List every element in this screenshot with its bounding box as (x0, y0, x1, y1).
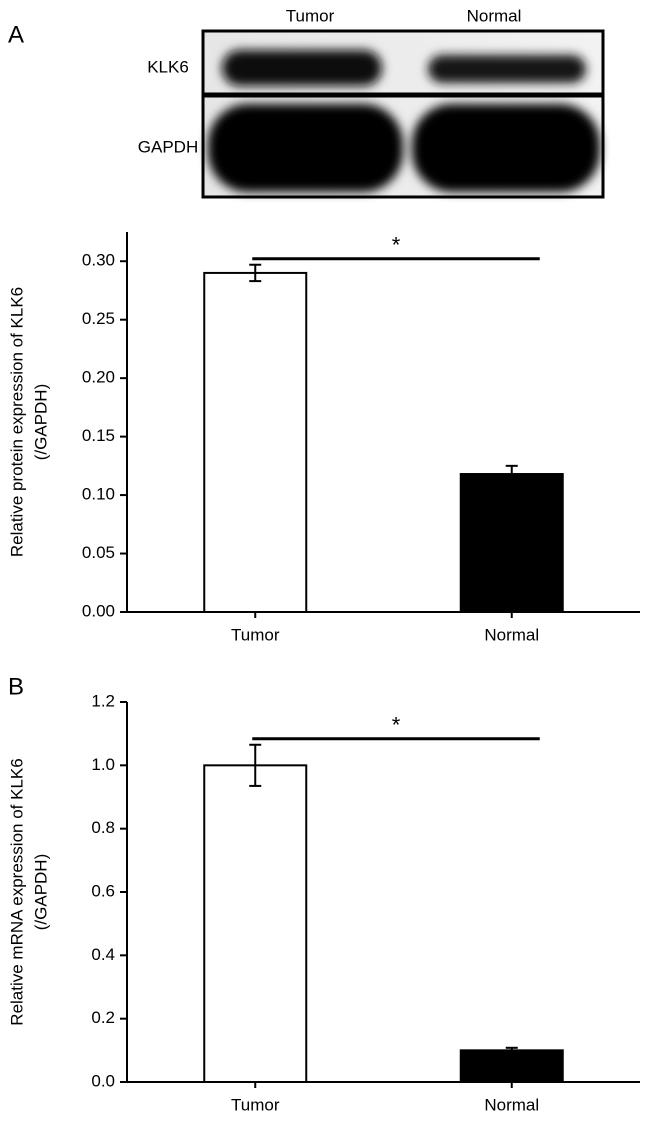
y-tick-label: 0.10 (82, 485, 115, 504)
row-label: KLK6 (147, 57, 189, 76)
y-tick-label: 0.20 (82, 368, 115, 387)
y-tick-label: 0.30 (82, 251, 115, 270)
y-axis-label: (/GAPDH) (31, 854, 50, 931)
lane-label: Normal (467, 6, 522, 25)
x-tick-label: Normal (484, 1095, 539, 1114)
y-tick-label: 0.6 (91, 881, 115, 900)
panel-label: A (8, 21, 24, 48)
x-tick-label: Tumor (231, 1095, 280, 1114)
blot (201, 29, 605, 199)
row-label: GAPDH (138, 137, 198, 156)
y-tick-label: 0.00 (82, 601, 115, 620)
y-axis-label: Relative protein expression of KLK6 (7, 287, 26, 557)
bar (203, 271, 308, 613)
y-tick-label: 1.0 (91, 755, 115, 774)
y-axis-label: Relative mRNA expression of KLK6 (7, 758, 26, 1025)
y-tick-label: 0.2 (91, 1008, 115, 1027)
y-tick-label: 0.05 (82, 543, 115, 562)
y-tick-label: 0.0 (91, 1071, 115, 1090)
significance-label: * (392, 713, 401, 738)
y-tick-label: 0.4 (91, 945, 115, 964)
panel-label: B (8, 673, 24, 700)
x-tick-label: Normal (484, 625, 539, 644)
x-tick-label: Tumor (231, 625, 280, 644)
y-axis-label: (/GAPDH) (31, 384, 50, 461)
y-tick-label: 0.15 (82, 426, 115, 445)
bar (459, 1049, 564, 1084)
y-tick-label: 0.25 (82, 309, 115, 328)
bar (203, 764, 308, 1083)
significance-label: * (392, 233, 401, 258)
bar (459, 473, 564, 613)
lane-label: Tumor (286, 6, 335, 25)
y-tick-label: 1.2 (91, 691, 115, 710)
y-tick-label: 0.8 (91, 818, 115, 837)
